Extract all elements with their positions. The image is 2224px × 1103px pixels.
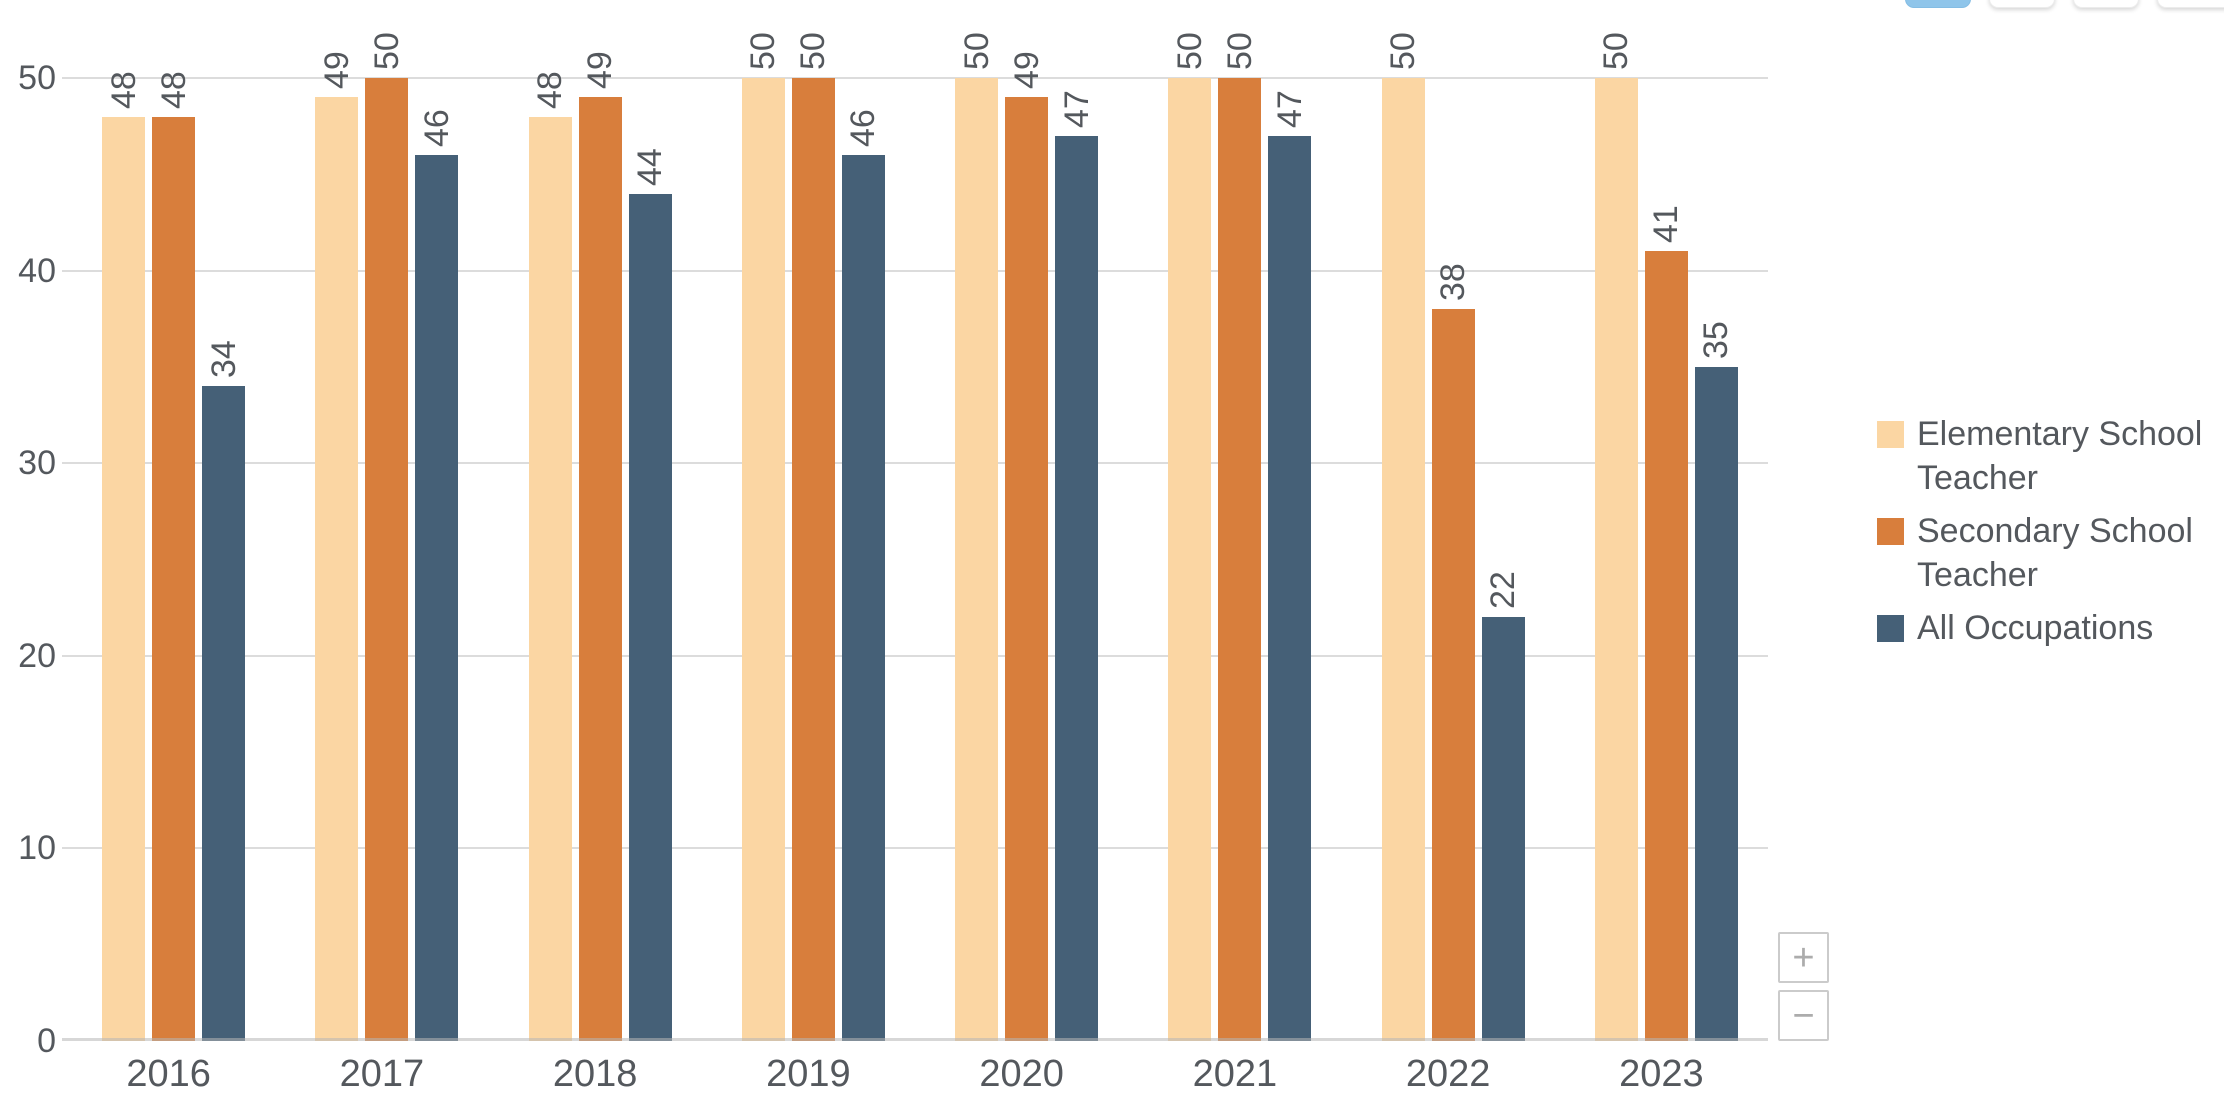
bar-2017-all-occupations[interactable] (415, 155, 459, 1041)
bar-2022-secondary-school-teacher[interactable] (1431, 309, 1475, 1041)
y-tick-label-50: 50 (18, 59, 56, 97)
x-axis-label-2016: 2016 (126, 1053, 211, 1095)
bar-2021-elementary-school-teacher[interactable] (1168, 78, 1212, 1041)
bar-2018-all-occupations[interactable] (628, 193, 672, 1041)
toolbar-button-4[interactable] (2157, 0, 2224, 8)
bar-value-label: 46 (844, 109, 883, 148)
bar-2018-elementary-school-teacher[interactable] (528, 116, 572, 1041)
bar-2020-secondary-school-teacher[interactable] (1005, 97, 1048, 1041)
bar-value-label: 50 (957, 32, 996, 70)
y-tick-label-30: 30 (18, 444, 56, 483)
bar-2023-all-occupations[interactable] (1694, 366, 1738, 1041)
toolbar-button-2[interactable] (1989, 0, 2055, 8)
bar-2021-secondary-school-teacher[interactable] (1218, 78, 1262, 1041)
toolbar-button-1[interactable] (1905, 0, 1971, 8)
bar-2016-all-occupations[interactable] (202, 386, 245, 1041)
x-axis-label-2020: 2020 (979, 1053, 1064, 1095)
legend-label: All Occupations (1917, 609, 2154, 647)
bar-value-label: 48 (104, 70, 143, 109)
y-tick-label-40: 40 (18, 251, 56, 290)
bar-2023-secondary-school-teacher[interactable] (1644, 251, 1688, 1041)
bar-value-label: 34 (204, 340, 243, 379)
bar-value-label: 22 (1484, 571, 1522, 610)
x-axis-label-2022: 2022 (1405, 1053, 1491, 1095)
bar-2021-all-occupations[interactable] (1268, 135, 1312, 1041)
toolbar-button-3[interactable] (2073, 0, 2139, 8)
bar-value-label: 50 (1597, 32, 1636, 70)
bar-value-label: 48 (154, 70, 193, 109)
bar-value-label: 50 (794, 32, 833, 70)
zoom-out-button[interactable]: − (1778, 990, 1829, 1041)
bar-value-label: 38 (1434, 263, 1472, 302)
bar-value-label: 41 (1647, 205, 1686, 244)
bar-value-label: 47 (1057, 89, 1096, 128)
bar-value-label: 50 (744, 32, 783, 70)
bar-value-label: 49 (581, 51, 619, 90)
gridline-50 (62, 77, 1768, 79)
legend-item-elementary-school-teacher[interactable]: Elementary School Teacher (1877, 412, 2224, 500)
legend-label: Secondary School Teacher (1917, 512, 2193, 594)
legend-swatch-all-occupations (1877, 615, 1904, 642)
legend-item-secondary-school-teacher[interactable]: Secondary School Teacher (1877, 509, 2224, 597)
legend-swatch-elementary-school-teacher (1877, 421, 1904, 448)
bar-value-label: 48 (531, 70, 569, 109)
x-axis-label-2023: 2023 (1619, 1053, 1704, 1095)
zoom-in-button[interactable]: + (1778, 932, 1829, 983)
bar-value-label: 49 (317, 51, 356, 90)
bar-2019-secondary-school-teacher[interactable] (791, 78, 835, 1041)
x-axis-label-2018: 2018 (552, 1053, 638, 1095)
bar-2022-elementary-school-teacher[interactable] (1381, 78, 1425, 1041)
bar-2016-elementary-school-teacher[interactable] (102, 116, 145, 1041)
gridline-10 (62, 847, 1768, 850)
bar-value-label: 50 (367, 32, 406, 70)
gridline-40 (62, 269, 1768, 272)
bar-value-label: 50 (1384, 32, 1422, 70)
x-axis-label-2019: 2019 (766, 1053, 851, 1095)
legend: Elementary School Teacher Secondary Schoo… (1877, 412, 2224, 659)
bar-value-label: 46 (417, 109, 456, 148)
bar-2020-elementary-school-teacher[interactable] (955, 78, 998, 1041)
gridline-20 (62, 654, 1768, 657)
x-axis-label-2021: 2021 (1192, 1053, 1278, 1095)
y-tick-label-0: 0 (37, 1022, 56, 1060)
bar-2023-elementary-school-teacher[interactable] (1594, 78, 1638, 1041)
plot-area: 48 48 34 49 50 46 48 49 44 50 50 46 50 49 47 50 50 47 50 38… (62, 32, 1768, 1041)
bar-2016-secondary-school-teacher[interactable] (152, 116, 195, 1041)
legend-item-all-occupations[interactable]: All Occupations (1877, 606, 2224, 650)
x-axis-line (62, 1038, 1768, 1041)
bar-value-label: 47 (1270, 89, 1309, 128)
bar-2017-elementary-school-teacher[interactable] (315, 97, 359, 1041)
bar-2017-secondary-school-teacher[interactable] (365, 78, 409, 1041)
bar-value-label: 44 (631, 147, 669, 186)
x-axis-label-2017: 2017 (339, 1053, 425, 1095)
bar-2022-all-occupations[interactable] (1481, 617, 1525, 1041)
bar-2019-all-occupations[interactable] (841, 155, 885, 1041)
y-tick-label-20: 20 (18, 636, 56, 675)
y-tick-label-10: 10 (18, 829, 56, 868)
gridline-30 (62, 462, 1768, 465)
bar-2018-secondary-school-teacher[interactable] (578, 97, 622, 1041)
bar-value-label: 35 (1697, 321, 1736, 359)
bar-2019-elementary-school-teacher[interactable] (741, 78, 785, 1041)
bar-value-label: 49 (1007, 51, 1046, 90)
bar-value-label: 50 (1220, 32, 1259, 70)
bar-2020-all-occupations[interactable] (1055, 135, 1098, 1041)
legend-label: Elementary School Teacher (1917, 415, 2203, 497)
bar-value-label: 50 (1170, 32, 1209, 70)
legend-swatch-secondary-school-teacher (1877, 518, 1904, 545)
